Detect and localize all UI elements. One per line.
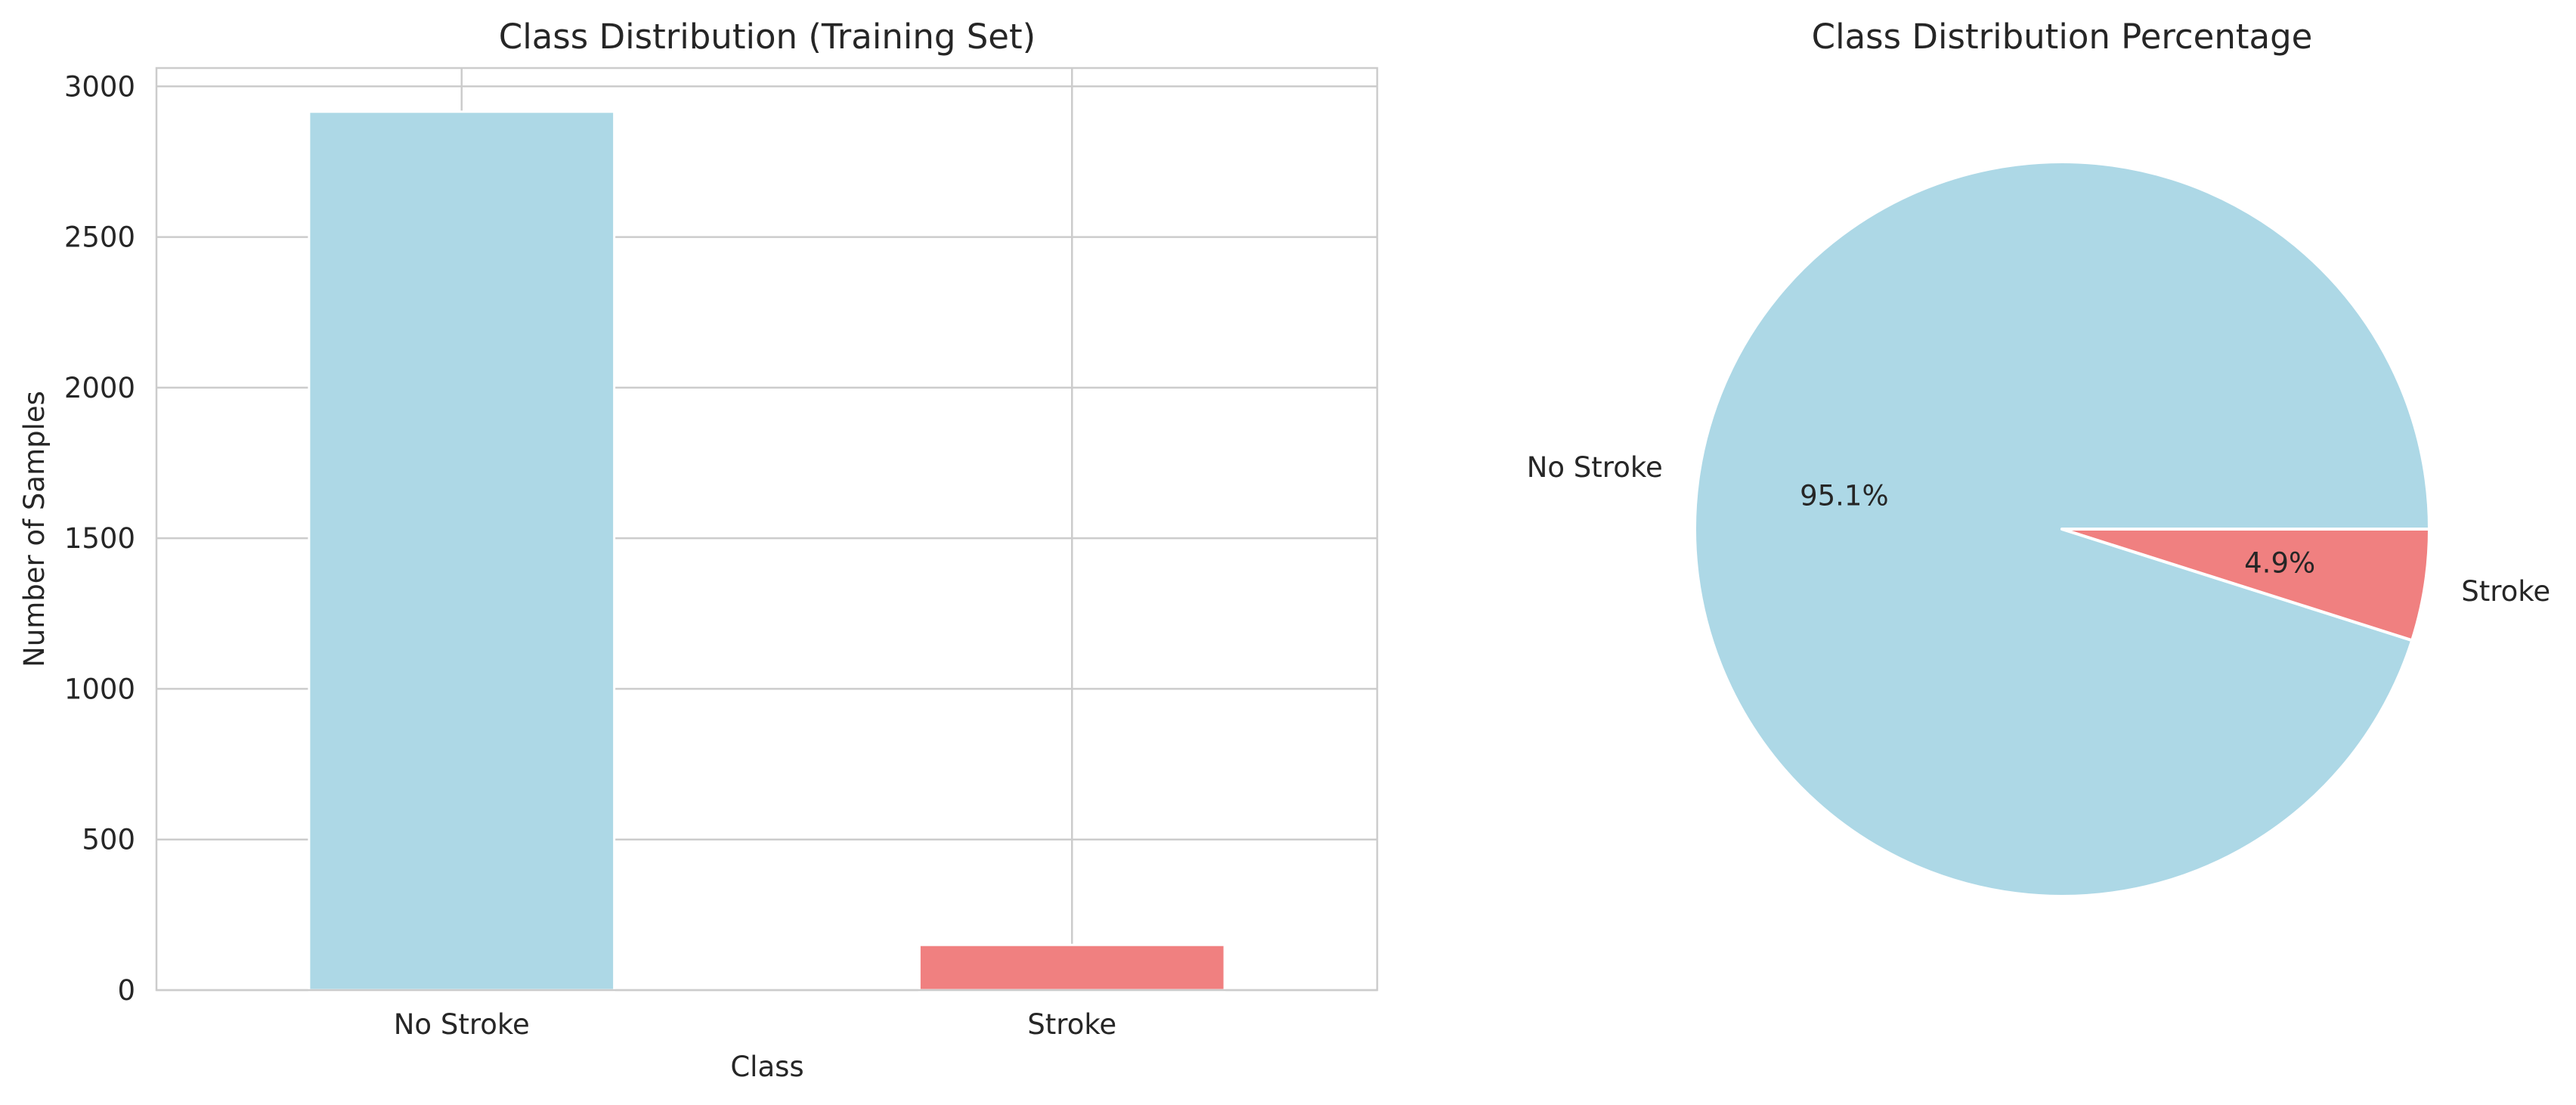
- bar-chart-y-tick-label: 500: [82, 824, 135, 856]
- pie-percent-label-no-stroke: 95.1%: [1800, 479, 1889, 512]
- bar-no-stroke: [308, 110, 616, 992]
- pie-chart-title: Class Distribution Percentage: [1812, 17, 2313, 57]
- bar-stroke: [918, 943, 1226, 992]
- bar-chart-y-tick-label: 2000: [64, 372, 135, 404]
- bar-chart-bars: [308, 110, 1226, 992]
- bar-chart-y-axis-label: Number of Samples: [18, 391, 51, 667]
- bar-chart-frame: [155, 67, 1379, 992]
- pie-percent-label-stroke: 4.9%: [2244, 547, 2315, 580]
- pie-label-no-stroke: No Stroke: [1527, 451, 1663, 484]
- bar-chart-title: Class Distribution (Training Set): [499, 17, 1036, 57]
- pie-chart-slices: [1693, 160, 2431, 898]
- bar-chart-y-tick-label: 1500: [64, 522, 135, 555]
- bar-chart-x-tick-label: No Stroke: [394, 1008, 530, 1041]
- pie-label-stroke: Stroke: [2461, 575, 2550, 608]
- bar-chart-y-ticks: 0 500 1000 1500 2000 2500 3000: [64, 70, 135, 1007]
- pie-slice-stroke: [2060, 528, 2431, 642]
- bar-chart-x-tick-label: Stroke: [1027, 1008, 1116, 1041]
- bar-chart-x-ticks: No Stroke Stroke: [394, 1008, 1116, 1041]
- bar-chart-y-tick-label: 1000: [64, 673, 135, 705]
- pie-chart-labels: No Stroke 95.1% Stroke 4.9%: [1527, 451, 2550, 608]
- bar-chart-y-tick-label: 0: [117, 974, 135, 1007]
- bar-chart-y-tick-label: 2500: [64, 221, 135, 254]
- bar-chart-x-axis-label: Class: [730, 1051, 803, 1083]
- bar-chart-y-tick-label: 3000: [64, 70, 135, 103]
- bar-chart-panel: Class Distribution (Training Set) 0 500 10…: [18, 17, 1379, 1083]
- pie-chart-panel: Class Distribution Percentage No Stroke 9…: [1527, 17, 2550, 898]
